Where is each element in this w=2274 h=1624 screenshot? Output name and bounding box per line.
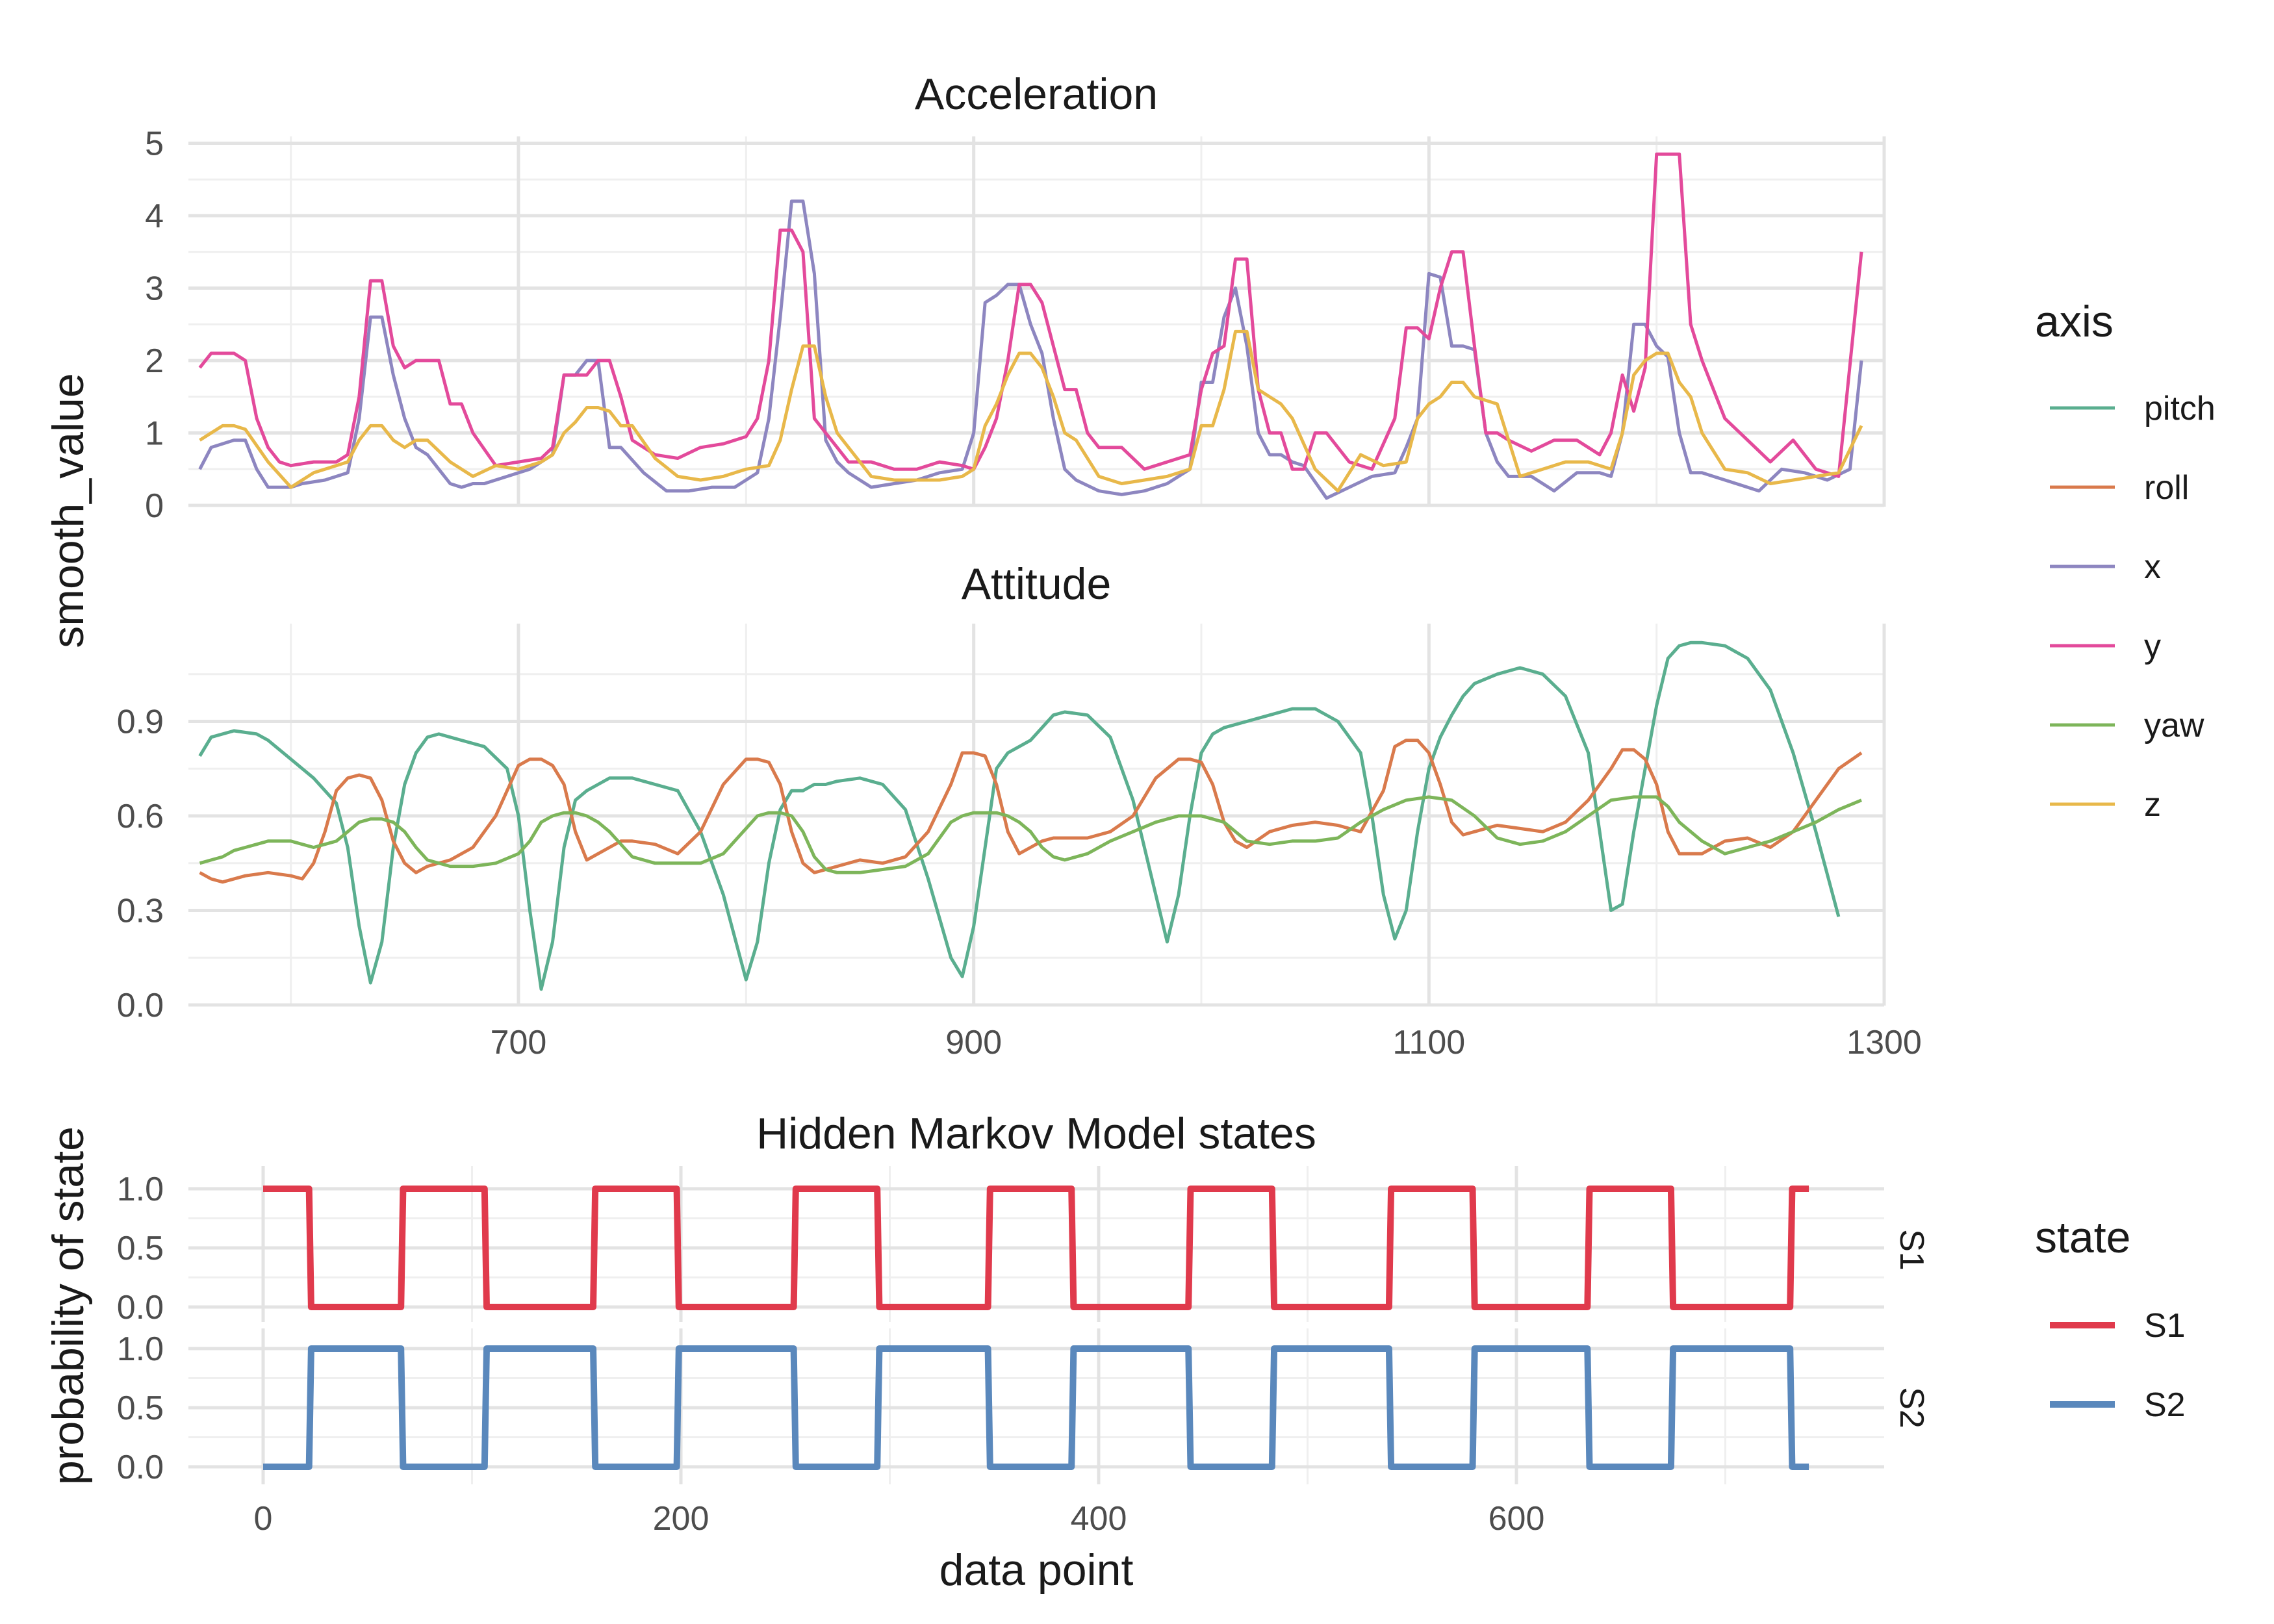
acc-y-tick-label: 3 — [145, 270, 164, 308]
bottom-y-axis-title: probability of state — [44, 1126, 93, 1485]
att-y-tick-label: 0.6 — [117, 798, 164, 835]
hmm-x-tick-label: 600 — [1488, 1500, 1545, 1538]
att-series-roll — [199, 739, 1863, 884]
att-y-tick-label: 0.0 — [117, 987, 164, 1024]
top-y-axis-title: smooth_value — [44, 373, 93, 648]
facet-strip-s1: S1 — [1893, 1229, 1930, 1271]
hmm-y-tick-label: 0.5 — [117, 1389, 164, 1427]
acc-y-tick-label: 2 — [145, 342, 164, 380]
acc-series-y — [198, 152, 1863, 478]
hmm-x-tick-label: 400 — [1071, 1500, 1127, 1538]
legend-axis-label: pitch — [2144, 390, 2216, 427]
acc-y-tick-label: 5 — [145, 125, 164, 163]
hmm-x-tick-label: 200 — [653, 1500, 709, 1538]
attitude-panel-title: Attitude — [962, 559, 1112, 609]
att-series-yaw — [199, 795, 1862, 874]
hmm-series-S1 — [262, 1186, 1810, 1310]
acc-y-tick-label: 4 — [145, 197, 164, 235]
legend-state-label: S2 — [2144, 1386, 2186, 1424]
hmm-series-S2 — [262, 1345, 1810, 1470]
legend-axis-label: yaw — [2144, 707, 2204, 744]
plot-layer: 0 1 2 3 4 5 700 900 1100 1300 0.0 0.3 0.6 0.9 0.0 0.5 1.… — [117, 125, 1922, 1538]
legend-axis-label: roll — [2144, 469, 2189, 507]
legend-axis-title: axis — [2035, 297, 2114, 346]
legend-axis-label: z — [2144, 786, 2161, 824]
acc-y-tick-label: 1 — [145, 415, 164, 453]
legend-state-label: S1 — [2144, 1307, 2186, 1345]
att-x-tick-label: 1100 — [1392, 1024, 1465, 1061]
acc-y-tick-label: 0 — [145, 487, 164, 525]
hmm-y-tick-label: 1.0 — [117, 1171, 164, 1208]
att-y-tick-label: 0.3 — [117, 893, 164, 930]
legend-axis-label: y — [2144, 628, 2161, 665]
hmm-panel-title: Hidden Markov Model states — [756, 1109, 1316, 1158]
att-x-tick-label: 1300 — [1846, 1024, 1922, 1061]
legend-layer: pitch roll x y yaw z S1 S2 — [2050, 390, 2216, 1424]
att-x-tick-label: 700 — [491, 1024, 547, 1061]
hmm-x-tick-label: 0 — [254, 1500, 273, 1538]
legend-axis-label: x — [2144, 548, 2161, 586]
facet-strip-s2: S2 — [1893, 1387, 1930, 1428]
hmm-y-tick-label: 0.5 — [117, 1230, 164, 1267]
bottom-x-axis-title: data point — [939, 1545, 1134, 1595]
acc-series-z — [199, 329, 1863, 493]
legend-state-title: state — [2035, 1213, 2130, 1262]
hmm-y-tick-label: 0.0 — [117, 1449, 164, 1486]
hmm-y-tick-label: 0.0 — [117, 1289, 164, 1326]
acc-series-x — [198, 199, 1863, 500]
att-x-tick-label: 900 — [945, 1024, 1002, 1061]
hmm-y-tick-label: 1.0 — [117, 1330, 164, 1368]
att-y-tick-label: 0.9 — [117, 704, 164, 741]
acceleration-panel-title: Acceleration — [915, 70, 1158, 119]
att-series-pitch — [198, 641, 1841, 991]
